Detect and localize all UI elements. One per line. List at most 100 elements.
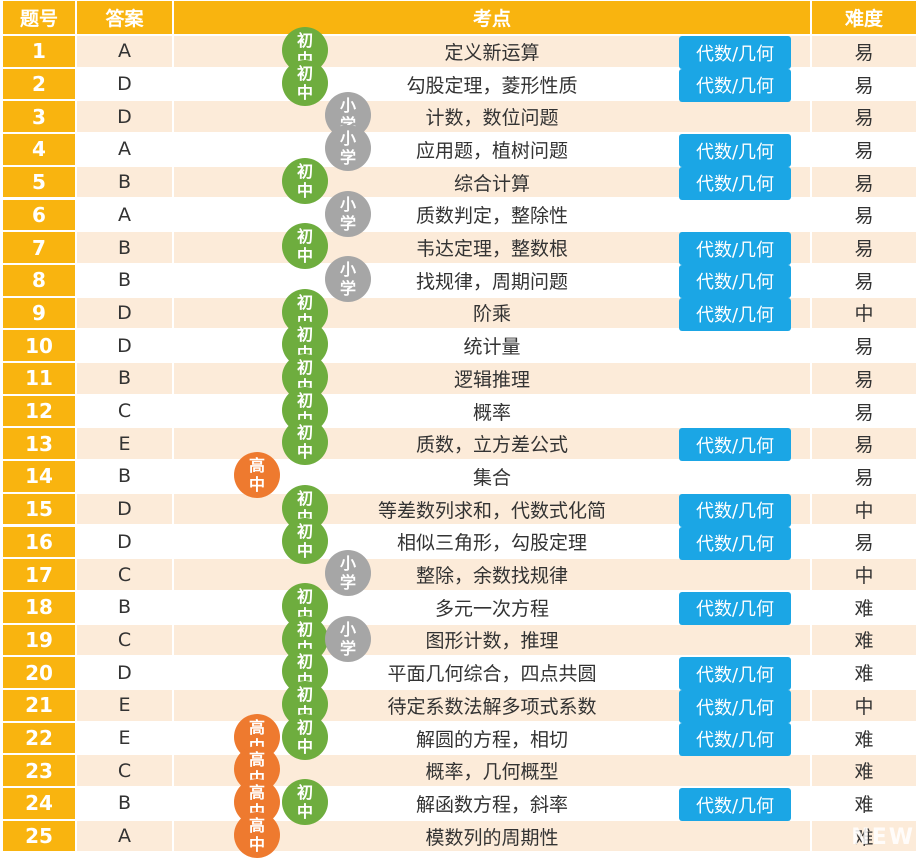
difficulty-cell: 易 (812, 134, 916, 165)
question-number: 25 (3, 820, 75, 852)
question-number: 2 (3, 68, 75, 100)
level-badge-char: 初 (296, 31, 313, 50)
level-badge-char: 中 (296, 82, 313, 102)
subject-tag: 代数/几何 (679, 591, 791, 625)
level-badge-chu: 初中 (282, 157, 328, 204)
level-badge-char: 中 (296, 442, 313, 462)
table-row: 17 C 中 整除，余数找规律 (0, 558, 921, 591)
level-badge-char: 中 (248, 834, 265, 854)
topic-text: 解函数方程，斜率 (415, 793, 568, 816)
difficulty-cell: 易 (812, 330, 916, 361)
difficulty-cell: 易 (812, 199, 916, 231)
question-number: 17 (3, 559, 75, 590)
question-number: 5 (3, 166, 75, 198)
difficulty-cell: 难 (812, 820, 916, 852)
level-badge-char: 初 (296, 619, 313, 639)
level-badge-xiao: 小学 (325, 615, 371, 662)
answer-cell: C (77, 395, 172, 427)
difficulty-cell: 易 (812, 101, 916, 133)
table-row: 11 B 易 逻辑推理 (0, 362, 921, 395)
topic-text: 定义新运算 (444, 41, 540, 64)
level-badge-gao: 高中 (234, 452, 280, 499)
question-number: 21 (3, 690, 75, 721)
table-row: 14 B 易 集合 (0, 460, 921, 493)
difficulty-cell: 难 (812, 624, 916, 656)
topic-cell (174, 199, 810, 231)
table-row: 21 E 中 待定系数法解多项式系数 代数/几何 (0, 689, 921, 723)
level-badge-chu: 初中 (282, 59, 328, 106)
level-badge-char: 初 (296, 63, 313, 83)
table-row: 19 C 难 图形计数，推理 (0, 624, 921, 657)
subject-tag: 代数/几何 (679, 788, 791, 822)
subject-tag: 代数/几何 (679, 657, 791, 691)
table-row: 13 E 易 质数，立方差公式 代数/几何 (0, 427, 921, 462)
level-badge-xiao: 小学 (325, 255, 371, 302)
level-badge-char: 高 (248, 456, 265, 476)
header-answer: 答案 (77, 1, 172, 34)
topic-cell (174, 624, 810, 656)
topic-cell (174, 395, 810, 427)
topic-text: 待定系数法解多项式系数 (387, 695, 597, 718)
table-row: 15 D 中 等差数列求和，代数式化简 代数/几何 (0, 493, 921, 527)
question-number: 9 (3, 297, 75, 329)
subject-tag: 代数/几何 (679, 36, 791, 69)
difficulty-cell: 易 (812, 428, 916, 460)
answer-cell: B (77, 264, 172, 296)
level-badge-char: 初 (296, 358, 313, 377)
level-badge-char: 初 (296, 521, 313, 541)
answer-cell: B (77, 591, 172, 623)
difficulty-cell: 难 (812, 591, 916, 623)
answer-cell: E (77, 690, 172, 721)
level-badge-chu: 初中 (282, 223, 328, 270)
level-badge-char: 中 (248, 475, 265, 495)
topic-cell (174, 101, 810, 133)
level-badge-char: 学 (339, 638, 356, 658)
topic-text: 概率，几何概型 (425, 761, 559, 784)
difficulty-cell: 易 (812, 68, 916, 100)
table-row: 3 D 易 计数，数位问题 (0, 100, 921, 133)
answer-cell: D (77, 330, 172, 361)
topic-text: 平面几何综合，四点共圆 (387, 663, 597, 686)
topic-text: 综合计算 (453, 172, 530, 195)
answer-cell: D (77, 657, 172, 688)
topic-text: 相似三角形，勾股定理 (396, 532, 587, 555)
table-row: 16 D 易 相似三角形，勾股定理 代数/几何 (0, 526, 921, 560)
difficulty-cell: 中 (812, 559, 916, 590)
watermark: NEW (851, 825, 915, 850)
level-badge-char: 初 (296, 685, 313, 704)
topic-text: 应用题，植树问题 (415, 139, 568, 162)
level-badge-char: 初 (296, 586, 313, 606)
answer-cell: C (77, 559, 172, 590)
table-row: 18 B 难 多元一次方程 代数/几何 (0, 591, 921, 625)
answer-cell: E (77, 428, 172, 460)
level-badge-char: 初 (296, 325, 313, 345)
level-badge-char: 高 (248, 815, 265, 835)
question-number: 13 (3, 428, 75, 460)
answer-cell: B (77, 461, 172, 492)
level-badge-char: 小 (339, 554, 356, 574)
answer-cell: B (77, 232, 172, 263)
difficulty-cell: 易 (812, 526, 916, 558)
level-badge-char: 初 (296, 227, 313, 247)
question-number: 15 (3, 493, 75, 525)
difficulty-cell: 难 (812, 788, 916, 819)
question-number: 7 (3, 232, 75, 263)
topic-text: 多元一次方程 (434, 597, 549, 620)
level-badge-char: 小 (339, 129, 356, 149)
level-badge-char: 初 (296, 423, 313, 443)
subject-tag: 代数/几何 (679, 428, 791, 462)
topic-cell (174, 363, 810, 394)
header-num: 题号 (3, 1, 75, 34)
difficulty-cell: 易 (812, 232, 916, 263)
topic-text: 集合 (472, 466, 511, 489)
difficulty-cell: 难 (812, 722, 916, 754)
question-number: 12 (3, 395, 75, 427)
level-badge-char: 初 (296, 292, 313, 312)
answer-cell: D (77, 526, 172, 558)
level-badge-char: 中 (296, 540, 313, 560)
answer-cell: B (77, 363, 172, 394)
answer-cell: A (77, 199, 172, 231)
level-badge-char: 学 (339, 278, 356, 298)
topic-cell (174, 461, 810, 492)
level-badge-char: 学 (339, 148, 356, 168)
